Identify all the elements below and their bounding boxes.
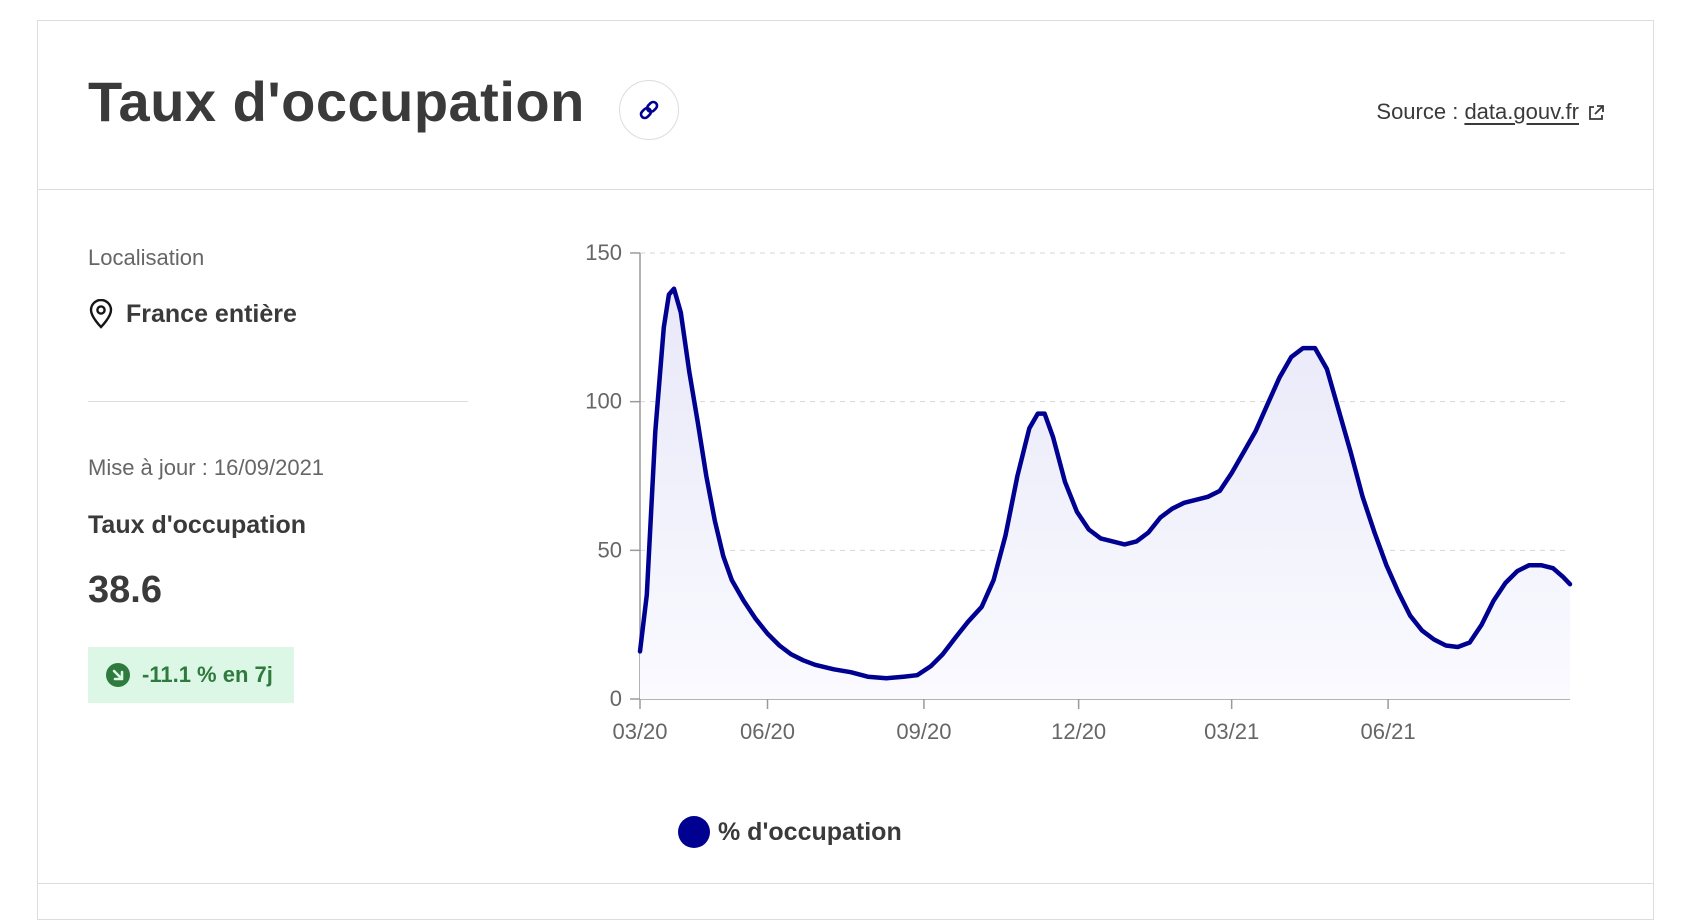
page-title: Taux d'occupation [88, 70, 585, 133]
y-tick-label: 50 [598, 537, 622, 562]
trend-text: -11.1 % en 7j [142, 662, 273, 687]
y-tick-label: 0 [610, 686, 622, 711]
kpi-value: 38.6 [88, 569, 162, 611]
divider [88, 401, 468, 402]
source-prefix: Source : [1376, 99, 1465, 124]
series-line [637, 286, 1573, 681]
external-link-icon [1589, 105, 1604, 120]
kpi-label: Taux d'occupation [88, 511, 306, 539]
link-icon [639, 100, 659, 120]
legend-swatch [678, 816, 710, 848]
x-tick-label: 03/21 [1204, 719, 1259, 744]
source-link-text: data.gouv.fr [1464, 99, 1579, 124]
source: Source : data.gouv.fr [1376, 99, 1605, 125]
legend-label: % d'occupation [718, 817, 902, 846]
series-area [640, 288, 1570, 699]
map-pin-icon [89, 299, 113, 329]
trend-badge: -11.1 % en 7j [88, 647, 294, 703]
location-value: France entière [126, 299, 297, 328]
y-tick-label: 100 [585, 389, 622, 414]
arrow-down-right-icon [106, 663, 130, 687]
x-tick-label: 06/21 [1361, 719, 1416, 744]
card-header: Taux d'occupation Source : data.gouv.fr [38, 21, 1653, 190]
x-tick-label: 06/20 [740, 719, 795, 744]
location-label: Localisation [88, 245, 205, 270]
copy-link-button[interactable] [619, 80, 679, 140]
y-tick-label: 150 [585, 240, 622, 265]
location-selector[interactable]: France entière [88, 299, 297, 329]
section-divider [37, 883, 1654, 884]
chart-legend[interactable]: % d'occupation [678, 816, 902, 848]
occupancy-card: Taux d'occupation Source : data.gouv.fr … [37, 20, 1654, 920]
x-tick-label: 09/20 [896, 719, 951, 744]
source-link[interactable]: data.gouv.fr [1464, 99, 1605, 124]
update-date: Mise à jour : 16/09/2021 [88, 455, 325, 480]
x-tick-label: 12/20 [1051, 719, 1106, 744]
occupancy-chart: 0 50 100 150 03/20 06/20 09/20 12/20 03/21 06/21 [585, 240, 1573, 744]
x-tick-label: 03/20 [612, 719, 667, 744]
